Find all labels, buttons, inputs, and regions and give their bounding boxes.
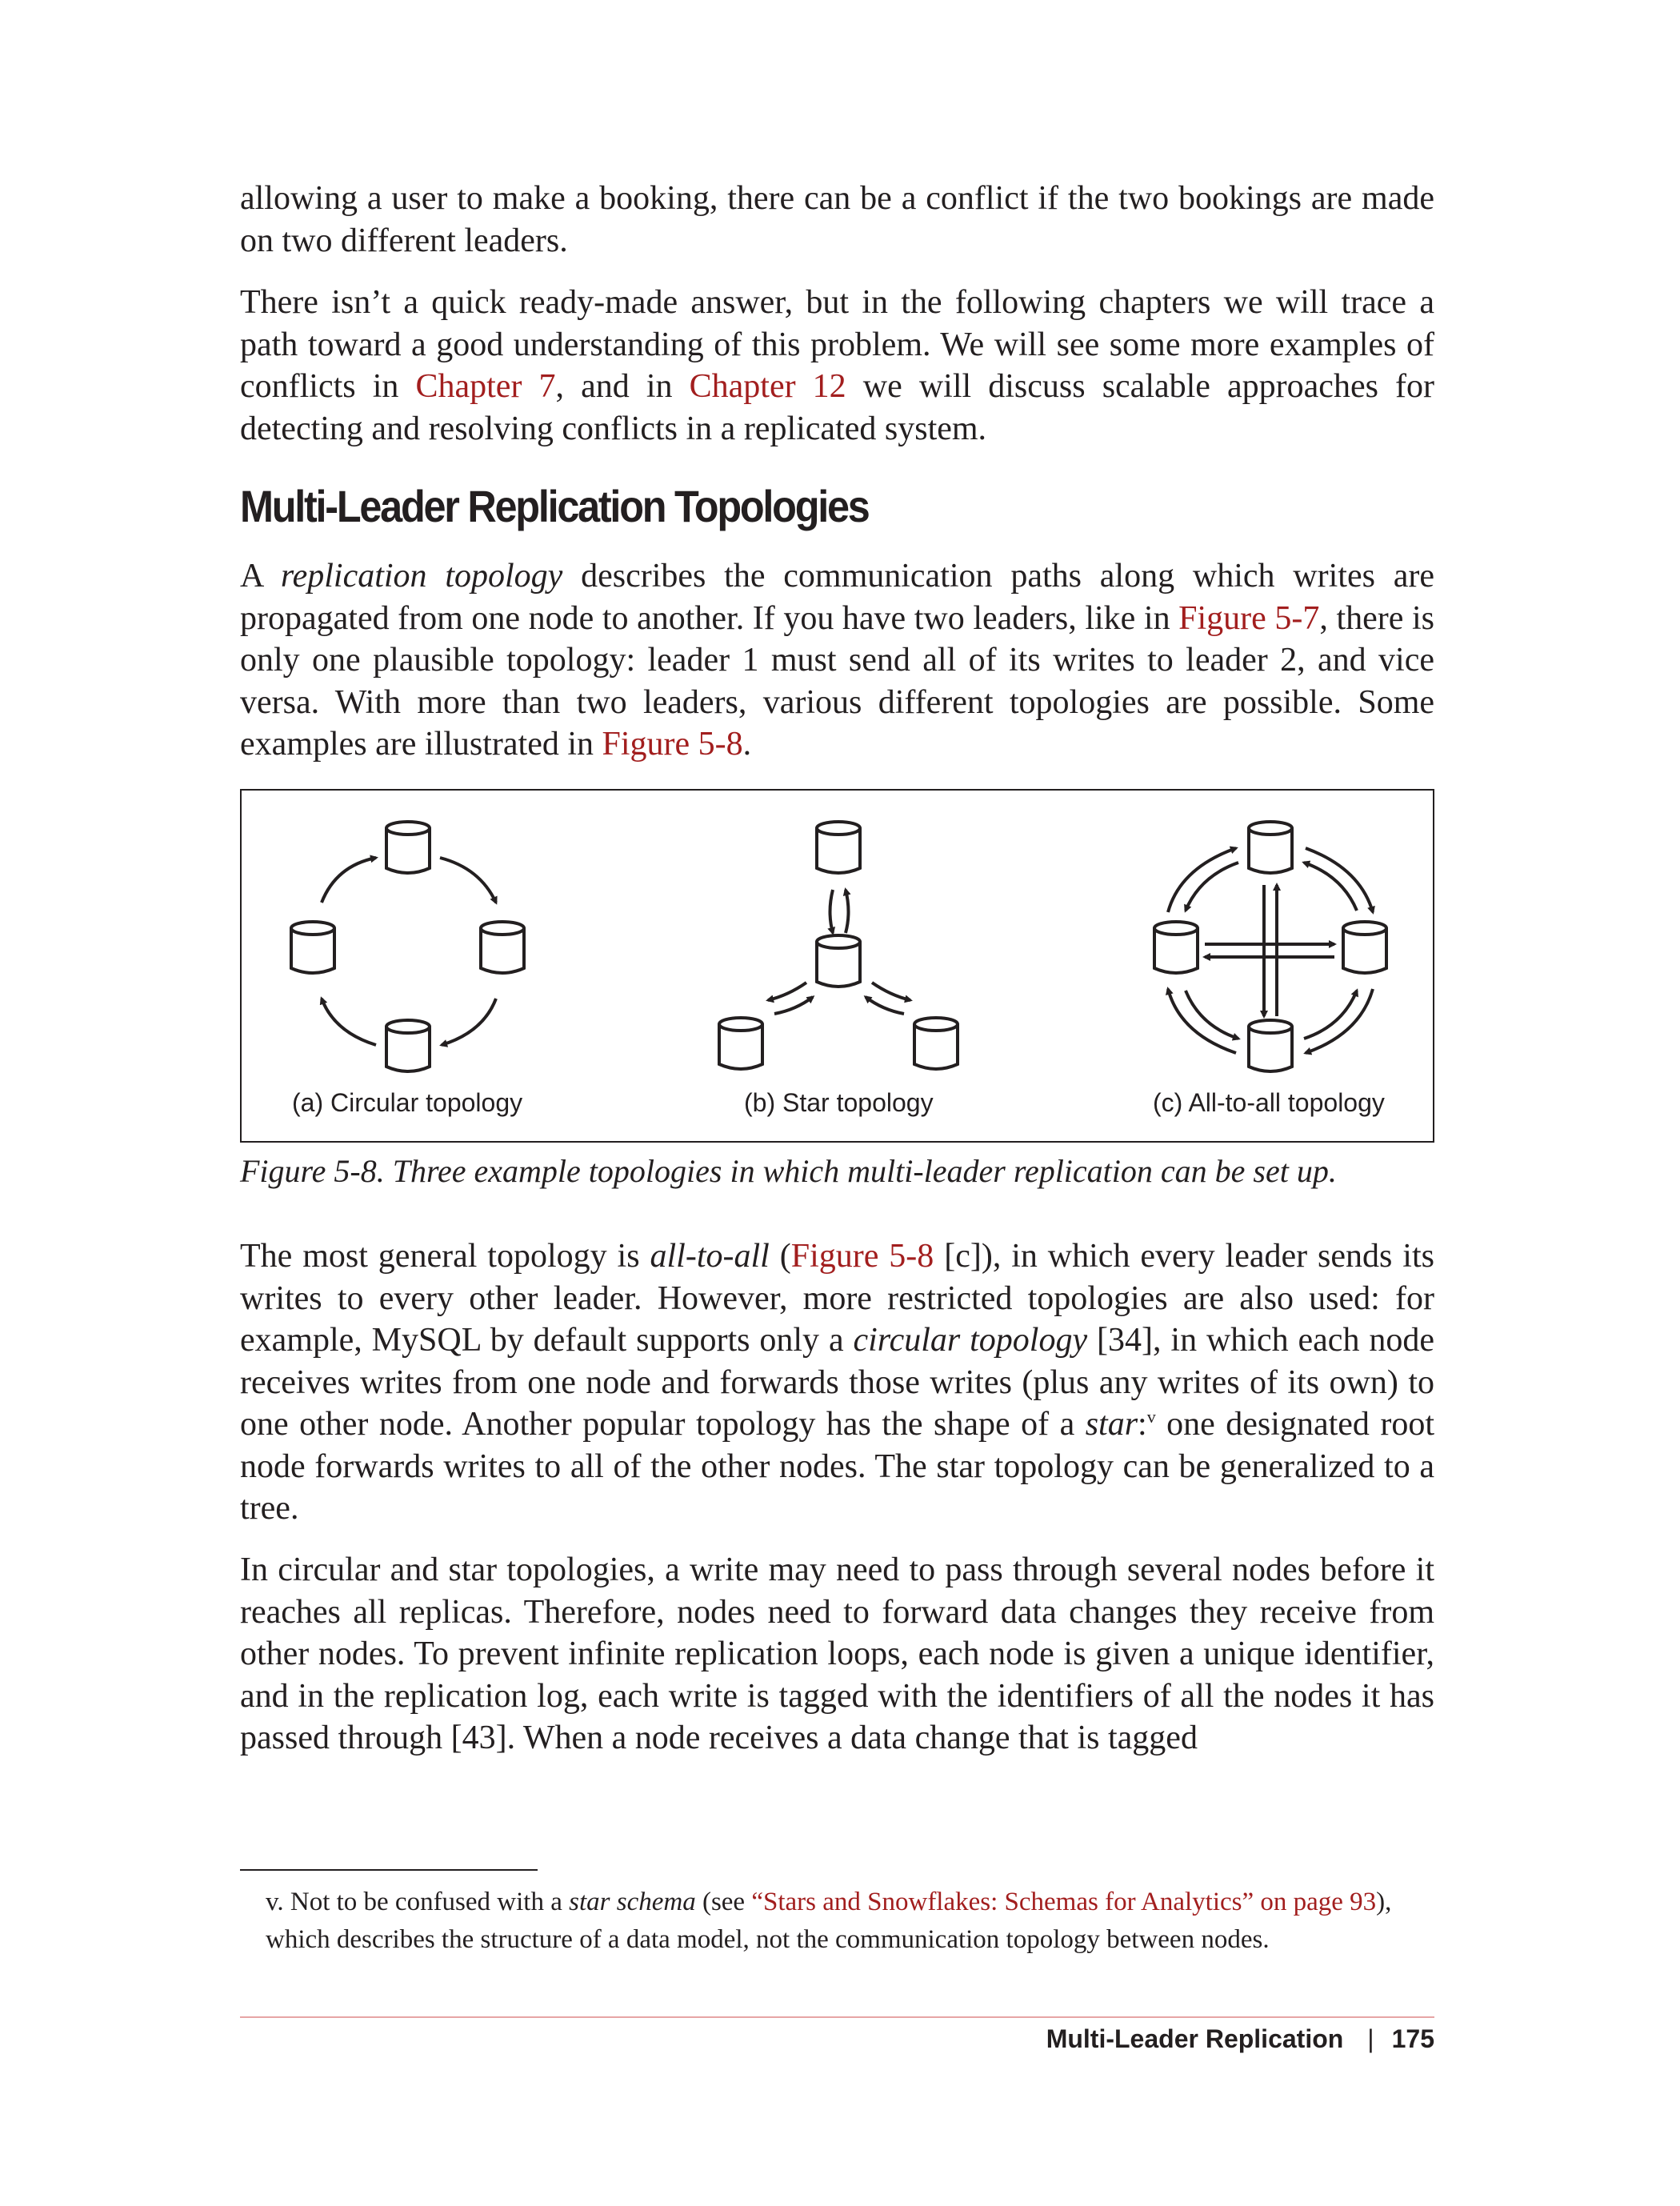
page-number: 175 bbox=[1391, 2024, 1434, 2053]
para2-text-1: There isn’t a quick ready-made answer, b… bbox=[240, 284, 1434, 405]
para4-text-2: ( bbox=[769, 1238, 791, 1275]
arrow-icon bbox=[1184, 861, 1239, 913]
arrow-icon bbox=[1303, 988, 1374, 1055]
arrow-icon bbox=[1305, 847, 1375, 915]
footnote-divider bbox=[240, 1869, 538, 1871]
para4-text-6: one designated root node forwards writes… bbox=[240, 1406, 1435, 1527]
chapter-12-link[interactable]: Chapter 12 bbox=[689, 368, 846, 405]
para2-text-3: we will discuss scalable approaches for … bbox=[240, 368, 1435, 447]
figure-label-all-to-all: (c) All-to-all topology bbox=[1153, 1088, 1385, 1117]
paragraph-5-text: In circular and star topologies, a write… bbox=[240, 1551, 1434, 1756]
arrow-icon bbox=[1302, 860, 1358, 911]
paragraph-3: A replication topology describes the com… bbox=[240, 555, 1434, 766]
arrow-icon bbox=[863, 995, 905, 1015]
arrow-icon bbox=[766, 981, 808, 1003]
database-icon bbox=[385, 820, 431, 875]
star-topology-diagram bbox=[718, 820, 959, 1071]
figure-5-8-link-2[interactable]: Figure 5-8 bbox=[790, 1238, 934, 1275]
arrow-icon bbox=[774, 995, 815, 1015]
arrow-icon bbox=[439, 856, 498, 905]
database-icon bbox=[913, 1016, 959, 1071]
database-icon bbox=[718, 1016, 764, 1071]
arrow-icon bbox=[1165, 987, 1237, 1055]
paragraph-5: In circular and star topologies, a write… bbox=[240, 1549, 1434, 1760]
figure-label-circular: (a) Circular topology bbox=[292, 1088, 523, 1117]
star-schema-term: star schema bbox=[569, 1888, 696, 1916]
para3-text-1: A bbox=[240, 558, 281, 595]
replication-topology-term: replication topology bbox=[280, 558, 563, 595]
footnote-text-3: ), which describes the structure of a da… bbox=[266, 1888, 1392, 1954]
figure-label-star: (b) Star topology bbox=[744, 1088, 934, 1117]
database-icon bbox=[815, 934, 862, 988]
para4-text-4: [34], in which each node receives writes… bbox=[240, 1322, 1434, 1443]
arrow-icon bbox=[842, 887, 851, 934]
para4-text-1: The most general topology is bbox=[240, 1238, 650, 1275]
paragraph-1: allowing a user to make a booking, there… bbox=[240, 178, 1434, 262]
paragraph-4: The most general topology is all-to-all … bbox=[240, 1235, 1434, 1530]
arrow-icon bbox=[320, 855, 378, 903]
para3-text-3: , there is only one plausible topology: … bbox=[240, 599, 1435, 763]
database-icon bbox=[479, 920, 526, 975]
arrow-icon bbox=[1303, 988, 1358, 1040]
footnote: v. Not to be confused with a star schema… bbox=[266, 1884, 1434, 1959]
figure-5-8-frame bbox=[240, 789, 1434, 1143]
figure-caption: Figure 5-8. Three example topologies in … bbox=[240, 1153, 1337, 1189]
all-to-all-topology-diagram bbox=[1153, 820, 1388, 1073]
para2-text-2: , and in bbox=[555, 368, 690, 405]
arrow-icon bbox=[870, 981, 913, 1003]
paragraph-1-text: allowing a user to make a booking, there… bbox=[240, 180, 1434, 259]
para4-text-5: : bbox=[1138, 1406, 1147, 1443]
para4-text-3: [c]), in which every leader sends its wr… bbox=[240, 1238, 1434, 1359]
footer-chapter-title: Multi-Leader Replication bbox=[1046, 2024, 1344, 2053]
database-icon bbox=[815, 820, 862, 875]
figure-5-8-link[interactable]: Figure 5-8 bbox=[602, 726, 743, 763]
para3-text-2: describes the communication paths along … bbox=[240, 558, 1434, 637]
page-footer: Multi-Leader Replication | 175 bbox=[1046, 2024, 1434, 2054]
paragraph-2: There isn’t a quick ready-made answer, b… bbox=[240, 282, 1434, 450]
stars-and-snowflakes-link[interactable]: “Stars and Snowflakes: Schemas for Analy… bbox=[751, 1888, 1377, 1916]
para3-text-4: . bbox=[742, 726, 752, 763]
footnote-text-1: v. Not to be confused with a bbox=[266, 1888, 570, 1916]
circular-topology-term: circular topology bbox=[853, 1322, 1088, 1359]
database-icon bbox=[385, 1019, 431, 1073]
database-icon bbox=[1247, 1019, 1294, 1073]
database-icon bbox=[1247, 820, 1294, 875]
circular-topology-diagram bbox=[290, 820, 526, 1073]
database-icon bbox=[290, 920, 336, 975]
arrow-icon bbox=[1166, 846, 1238, 913]
section-heading: Multi-Leader Replication Topologies bbox=[240, 481, 870, 531]
arrow-icon bbox=[827, 889, 836, 935]
footer-separator: | bbox=[1367, 2024, 1374, 2053]
star-term: star bbox=[1085, 1406, 1138, 1443]
chapter-7-link[interactable]: Chapter 7 bbox=[415, 368, 556, 405]
arrow-icon bbox=[319, 996, 377, 1047]
figure-5-7-link[interactable]: Figure 5-7 bbox=[1178, 599, 1320, 637]
footnote-text-2: (see bbox=[695, 1888, 752, 1916]
arrow-icon bbox=[1184, 990, 1241, 1041]
database-icon bbox=[1153, 920, 1199, 975]
database-icon bbox=[1342, 920, 1388, 975]
arrow-icon bbox=[439, 998, 498, 1047]
footer-divider bbox=[240, 2016, 1434, 2018]
all-to-all-term: all-to-all bbox=[650, 1238, 770, 1275]
topology-diagram bbox=[290, 820, 1388, 1073]
section-heading-block: Multi-Leader Replication Topologies bbox=[240, 480, 1434, 532]
footnote-marker[interactable]: v bbox=[1146, 1407, 1156, 1427]
